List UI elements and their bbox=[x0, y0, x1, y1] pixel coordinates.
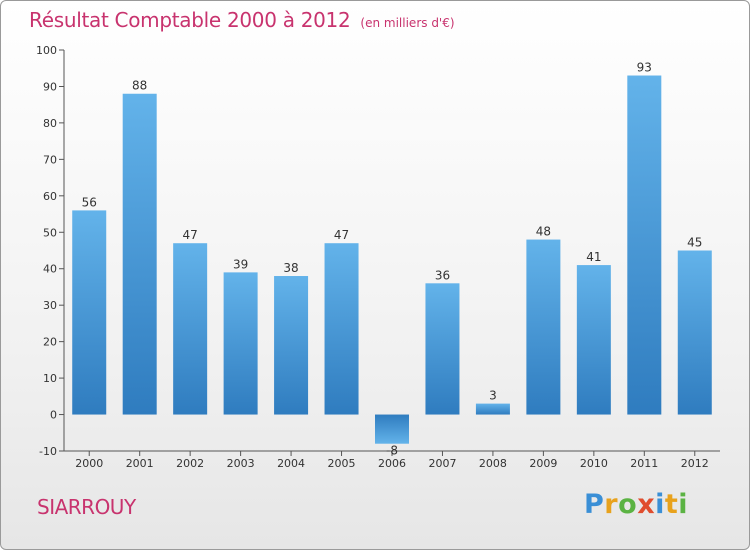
x-tick-label: 2007 bbox=[428, 457, 456, 470]
x-tick-label: 2004 bbox=[277, 457, 305, 470]
logo-letter: x bbox=[637, 489, 656, 520]
value-label-2001: 88 bbox=[132, 79, 147, 93]
bars bbox=[72, 75, 712, 444]
value-label-2006: -8 bbox=[386, 444, 398, 458]
x-tick-label: 2003 bbox=[227, 457, 255, 470]
y-tick-label: 40 bbox=[43, 263, 57, 276]
value-labels: 56 88 47 39 38 47 -8 36 3 48 41 93 45 bbox=[82, 61, 703, 458]
logo-letter: P bbox=[584, 489, 605, 520]
chart-title: Résultat Comptable 2000 à 2012 bbox=[29, 8, 351, 32]
value-label-2009: 48 bbox=[536, 225, 551, 239]
value-label-2012: 45 bbox=[687, 236, 702, 250]
value-label-2010: 41 bbox=[586, 250, 601, 264]
x-tick-label: 2005 bbox=[328, 457, 356, 470]
value-label-2007: 36 bbox=[435, 268, 450, 282]
value-label-2005: 47 bbox=[334, 228, 349, 242]
x-tick-label: 2002 bbox=[176, 457, 204, 470]
y-tick-label: 100 bbox=[36, 44, 57, 57]
bar-2001[interactable] bbox=[122, 93, 157, 415]
bar-2008[interactable] bbox=[475, 403, 510, 415]
x-tick-label: 2012 bbox=[681, 457, 709, 470]
y-axis: -10 0 10 20 30 40 50 60 70 80 90 100 bbox=[36, 44, 65, 458]
logo-letter: t bbox=[664, 489, 679, 520]
bar-2010[interactable] bbox=[576, 265, 611, 415]
logo-letter: i bbox=[678, 489, 689, 520]
x-tick-label: 2001 bbox=[126, 457, 154, 470]
bar-2005[interactable] bbox=[324, 243, 359, 415]
title-row: Résultat Comptable 2000 à 2012 (en millie… bbox=[29, 8, 455, 32]
value-label-2000: 56 bbox=[82, 195, 97, 209]
proxiti-logo[interactable]: Proxiti bbox=[584, 489, 688, 520]
y-tick-label: 10 bbox=[43, 372, 57, 385]
x-tick-label: 2006 bbox=[378, 457, 406, 470]
y-tick-label: 0 bbox=[50, 409, 57, 422]
bar-2000[interactable] bbox=[72, 210, 107, 415]
bar-2002[interactable] bbox=[173, 243, 208, 415]
y-tick-label: 80 bbox=[43, 117, 57, 130]
y-tick-label: 50 bbox=[43, 226, 57, 239]
x-tick-label: 2008 bbox=[479, 457, 507, 470]
value-label-2002: 47 bbox=[183, 228, 198, 242]
y-tick-label: 30 bbox=[43, 299, 57, 312]
bar-2003[interactable] bbox=[223, 272, 258, 415]
bar-2007[interactable] bbox=[425, 283, 460, 415]
y-tick-label: 20 bbox=[43, 336, 57, 349]
x-tick-label: 2010 bbox=[580, 457, 608, 470]
value-label-2004: 38 bbox=[283, 261, 298, 275]
bar-2009[interactable] bbox=[526, 239, 561, 415]
value-label-2003: 39 bbox=[233, 257, 248, 271]
chart-subtitle: (en milliers d'€) bbox=[360, 16, 455, 30]
x-axis: 2000 2001 2002 2003 2004 2005 2006 2007 2008 2009… bbox=[64, 450, 720, 470]
logo-letter: i bbox=[655, 489, 665, 520]
bar-2004[interactable] bbox=[274, 276, 309, 415]
logo-letter: r bbox=[604, 489, 619, 520]
x-tick-label: 2000 bbox=[75, 457, 103, 470]
logo-letter: o bbox=[618, 489, 638, 520]
bar-2012[interactable] bbox=[677, 250, 712, 415]
commune-name: SIARROUY bbox=[37, 495, 136, 519]
bar-2011[interactable] bbox=[627, 75, 662, 415]
y-tick-label: 60 bbox=[43, 190, 57, 203]
value-label-2008: 3 bbox=[489, 389, 497, 403]
y-tick-label: 70 bbox=[43, 153, 57, 166]
x-tick-label: 2011 bbox=[630, 457, 658, 470]
y-tick-label: -10 bbox=[39, 445, 57, 458]
x-tick-label: 2009 bbox=[529, 457, 557, 470]
bar-2006[interactable] bbox=[375, 414, 409, 444]
value-label-2011: 93 bbox=[637, 61, 652, 75]
y-tick-label: 90 bbox=[43, 80, 57, 93]
